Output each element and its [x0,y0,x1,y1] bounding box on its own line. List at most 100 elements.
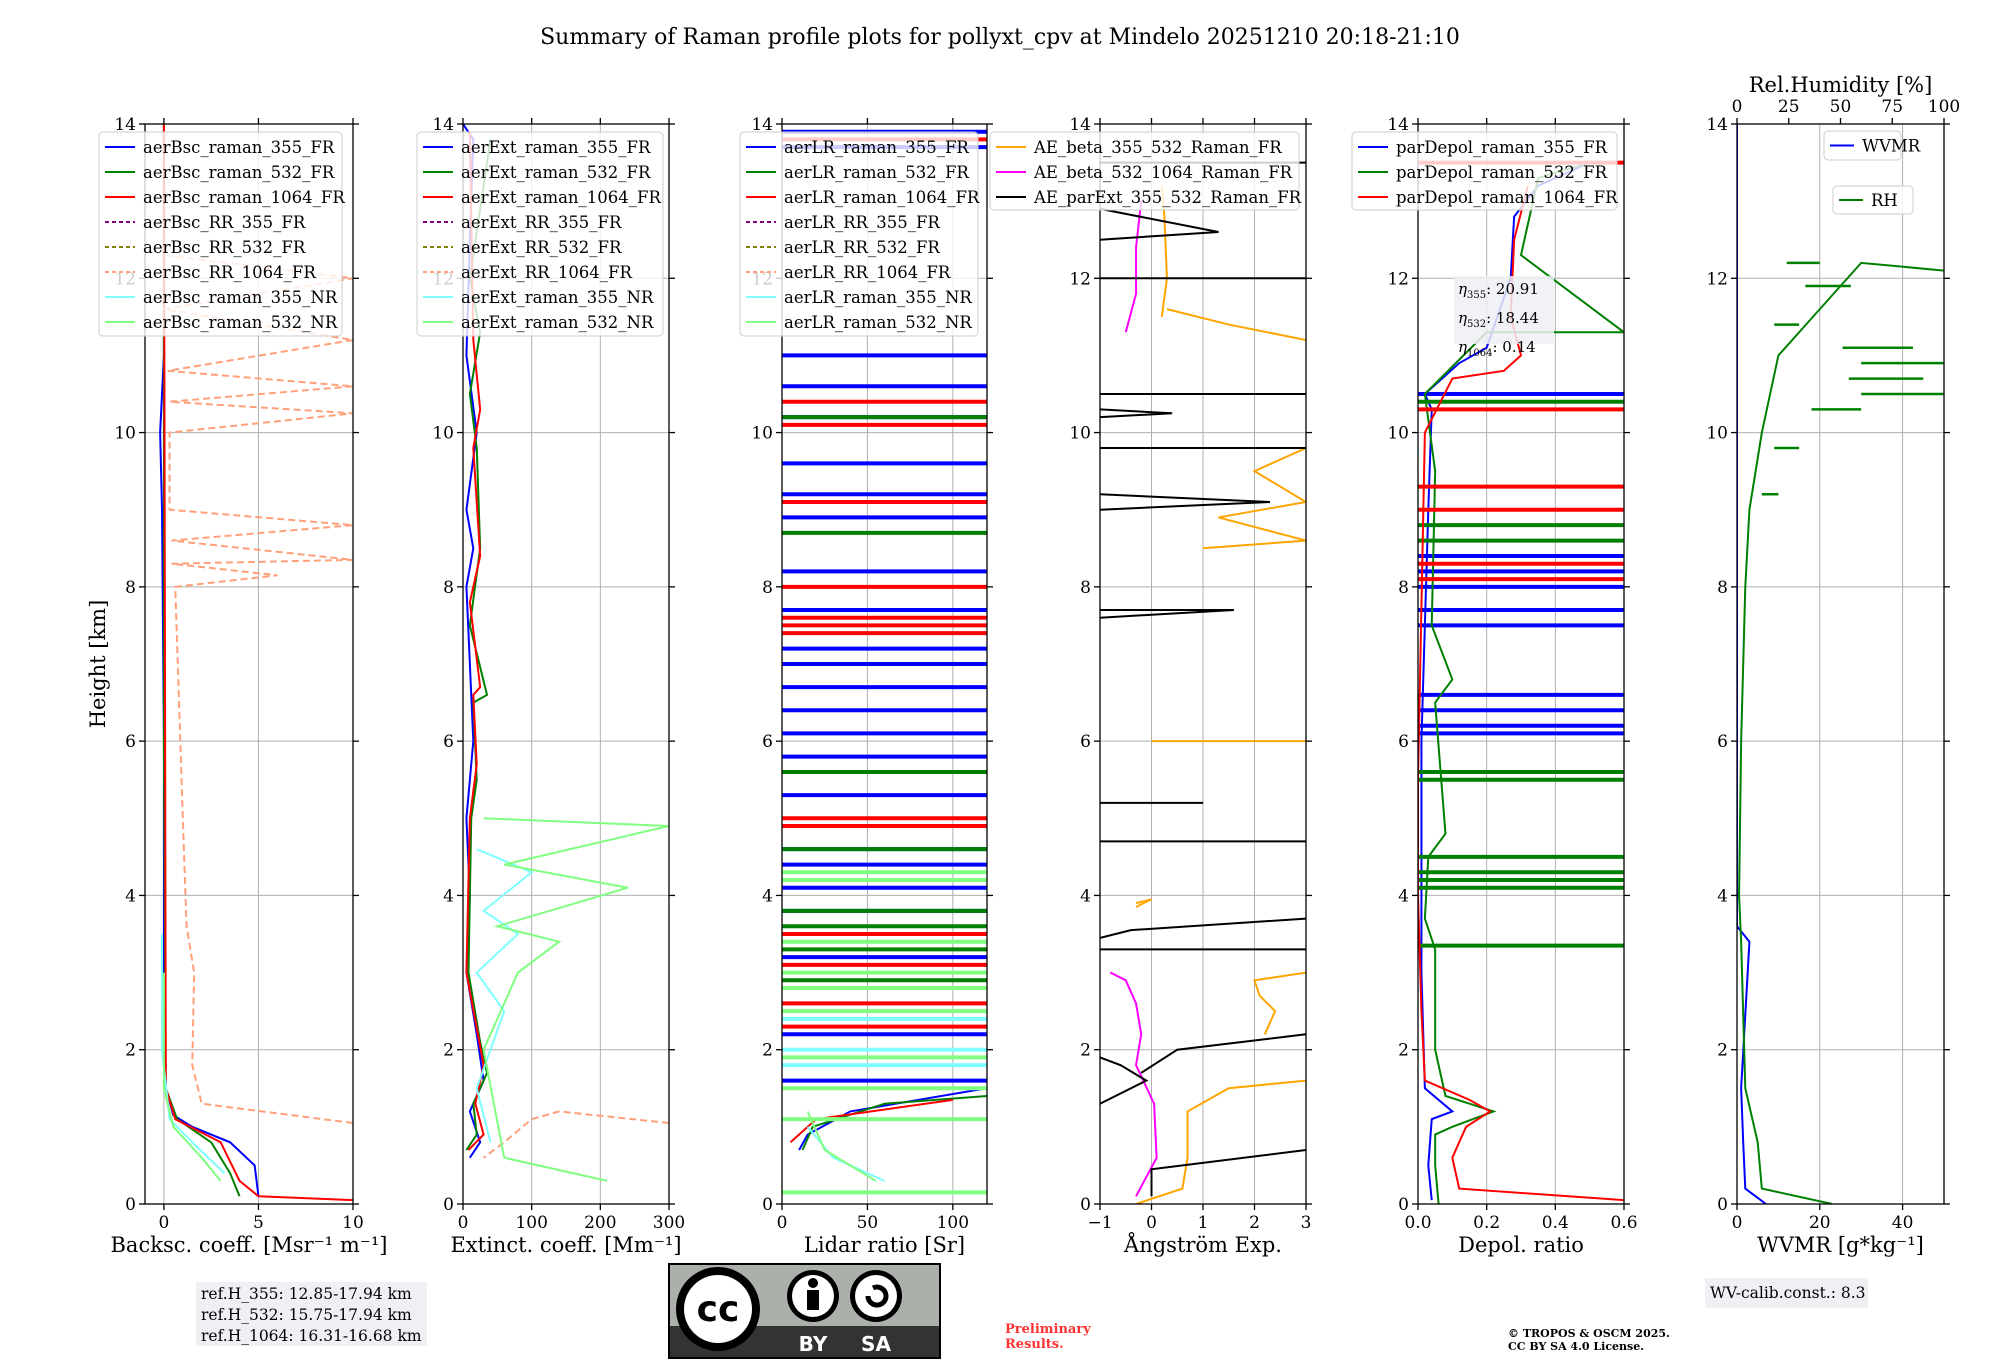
legend-label: aerLR_RR_355_FR [784,213,940,232]
y-tick-label: 2 [1398,1041,1409,1061]
y-tick-label: 10 [114,424,136,444]
y-tick-label: 0 [1717,1195,1728,1215]
legend-label: aerExt_raman_532_FR [461,163,651,182]
legend: aerBsc_raman_355_FR aerBsc_raman_532_FRae… [98,131,345,337]
y-tick-label: 0 [1080,1195,1091,1215]
x-axis-label: Depol. ratio [1458,1233,1584,1257]
ref-height-1064: ref.H_1064: 16.31-16.68 km [201,1327,422,1345]
legend-label: WVMR [1862,137,1921,156]
x-tick-label: 0 [458,1213,469,1233]
series-segment-AE_parExt_355_532_Raman_FR [1100,1056,1149,1105]
rh-tick-label: 50 [1830,97,1852,117]
legend-label: aerExt_RR_1064_FR [461,263,633,282]
legend-label: aerBsc_RR_355_FR [143,213,306,232]
eta-1064: η1064: 0.14 [1458,338,1536,359]
y-tick-label: 2 [762,1041,773,1061]
x-tick-label: 100 [937,1213,969,1233]
x-tick-label: 50 [857,1213,879,1233]
ref-height-355: ref.H_355: 12.85-17.94 km [201,1285,412,1303]
x-tick-label: 3 [1301,1213,1312,1233]
legend-label: aerBsc_raman_355_NR [143,288,338,307]
series-line-RH [1738,261,1944,1204]
x-axis-label: Extinct. coeff. [Mm⁻¹] [450,1233,681,1257]
y-tick-label: 4 [1398,886,1409,906]
legend-label: aerBsc_raman_532_NR [143,313,338,332]
series-line-aerLR_raman_532_NR [806,1111,877,1182]
y-tick-label: 0 [443,1195,454,1215]
series-line-aerBsc_raman_532_NR [162,972,222,1182]
x-axis-label: Backsc. coeff. [Msr⁻¹ m⁻¹] [111,1233,388,1257]
series-segment-AE_beta_355_532_Raman_FR [1202,447,1306,550]
reference-height-box: ref.H_355: 12.85-17.94 km ref.H_532: 15.… [196,1282,427,1346]
legend-label: aerExt_RR_532_FR [461,238,622,257]
y-tick-label: 8 [1717,578,1728,598]
x-tick-label: 300 [653,1213,685,1233]
x-tick-label: 0 [158,1213,169,1233]
x-tick-label: 5 [253,1213,264,1233]
rh-axis-label: Rel.Humidity [%] [1749,73,1933,97]
y-tick-label: 4 [762,886,773,906]
y-tick-label: 10 [1069,424,1091,444]
x-tick-label: 200 [584,1213,616,1233]
rh-tick-label: 75 [1881,97,1903,117]
legend-label: aerLR_raman_355_FR [784,138,969,157]
y-tick-label: 6 [762,732,773,752]
y-tick-label: 8 [1398,578,1409,598]
axes-frame [781,123,988,1205]
y-tick-label: 2 [443,1041,454,1061]
y-tick-label: 0 [1398,1195,1409,1215]
x-tick-label: 10 [342,1213,364,1233]
series-segment-AE_parExt_355_532_Raman_FR [1100,493,1270,511]
legend-label: aerExt_RR_355_FR [461,213,622,232]
legend-label: aerLR_raman_532_FR [784,163,969,182]
y-tick-label: 12 [1706,269,1728,289]
series-segment-AE_beta_355_532_Raman_FR [1166,308,1306,341]
series-line-AE_parExt_355_532_Raman_FR [1150,1149,1306,1197]
x-tick-label: 40 [1892,1213,1914,1233]
eta-355: η355: 20.91 [1458,280,1539,301]
y-tick-label: 6 [1717,732,1728,752]
eta-532: η532: 18.44 [1458,309,1539,330]
legend-label: aerExt_raman_532_NR [461,313,654,332]
x-tick-label: 0.4 [1542,1213,1569,1233]
rh-tick-label: 25 [1778,97,1800,117]
y-tick-label: 12 [1387,269,1409,289]
x-tick-label: 0.0 [1404,1213,1431,1233]
x-axis-label: Lidar ratio [Sr] [804,1233,965,1257]
legend-label: aerBsc_RR_532_FR [143,238,306,257]
series-segment-AE_beta_355_532_Raman_FR [1135,898,1152,908]
legend-label: aerBsc_raman_355_FR [143,138,335,157]
series-segment-AE_parExt_355_532_Raman_FR [1100,917,1306,939]
axes-frame [144,123,354,1205]
y-tick-label: 14 [1387,115,1409,135]
series-line-parDepol_raman_355_FR [1420,161,1591,1201]
legend-label: parDepol_raman_1064_FR [1396,188,1618,207]
y-tick-label: 6 [1080,732,1091,752]
y-tick-label: 2 [125,1041,136,1061]
series-line-parDepol_raman_532_FR [1423,161,1624,1204]
legend-label: aerExt_raman_355_FR [461,138,651,157]
y-tick-label: 8 [762,578,773,598]
cc-by-text: BY [799,1332,828,1356]
preliminary-notice: Preliminary Results. [1005,1322,1091,1352]
legend-label: AE_beta_355_532_Raman_FR [1033,138,1282,157]
rh-tick-label: 0 [1732,97,1743,117]
series-line-aerBsc_raman_355_NR [161,934,226,1174]
x-tick-label: 0 [777,1213,788,1233]
axes-frame [462,123,670,1205]
x-tick-label: 100 [515,1213,547,1233]
y-tick-label: 14 [751,115,773,135]
legend-label: aerBsc_RR_1064_FR [143,263,316,282]
x-axis-label: Ångström Exp. [1123,1232,1282,1257]
series-line-aerExt_raman_532_NR [482,817,669,1182]
legend-label: aerBsc_raman_532_FR [143,163,335,182]
wv-calibration-box: WV-calib.const.: 8.3 [1705,1278,1868,1308]
y-tick-label: 10 [432,424,454,444]
series-line-aerBsc_RR_1064_FR [163,254,353,1124]
x-tick-label: 0 [1732,1213,1743,1233]
legend-label: AE_parExt_355_532_Raman_FR [1033,188,1302,207]
